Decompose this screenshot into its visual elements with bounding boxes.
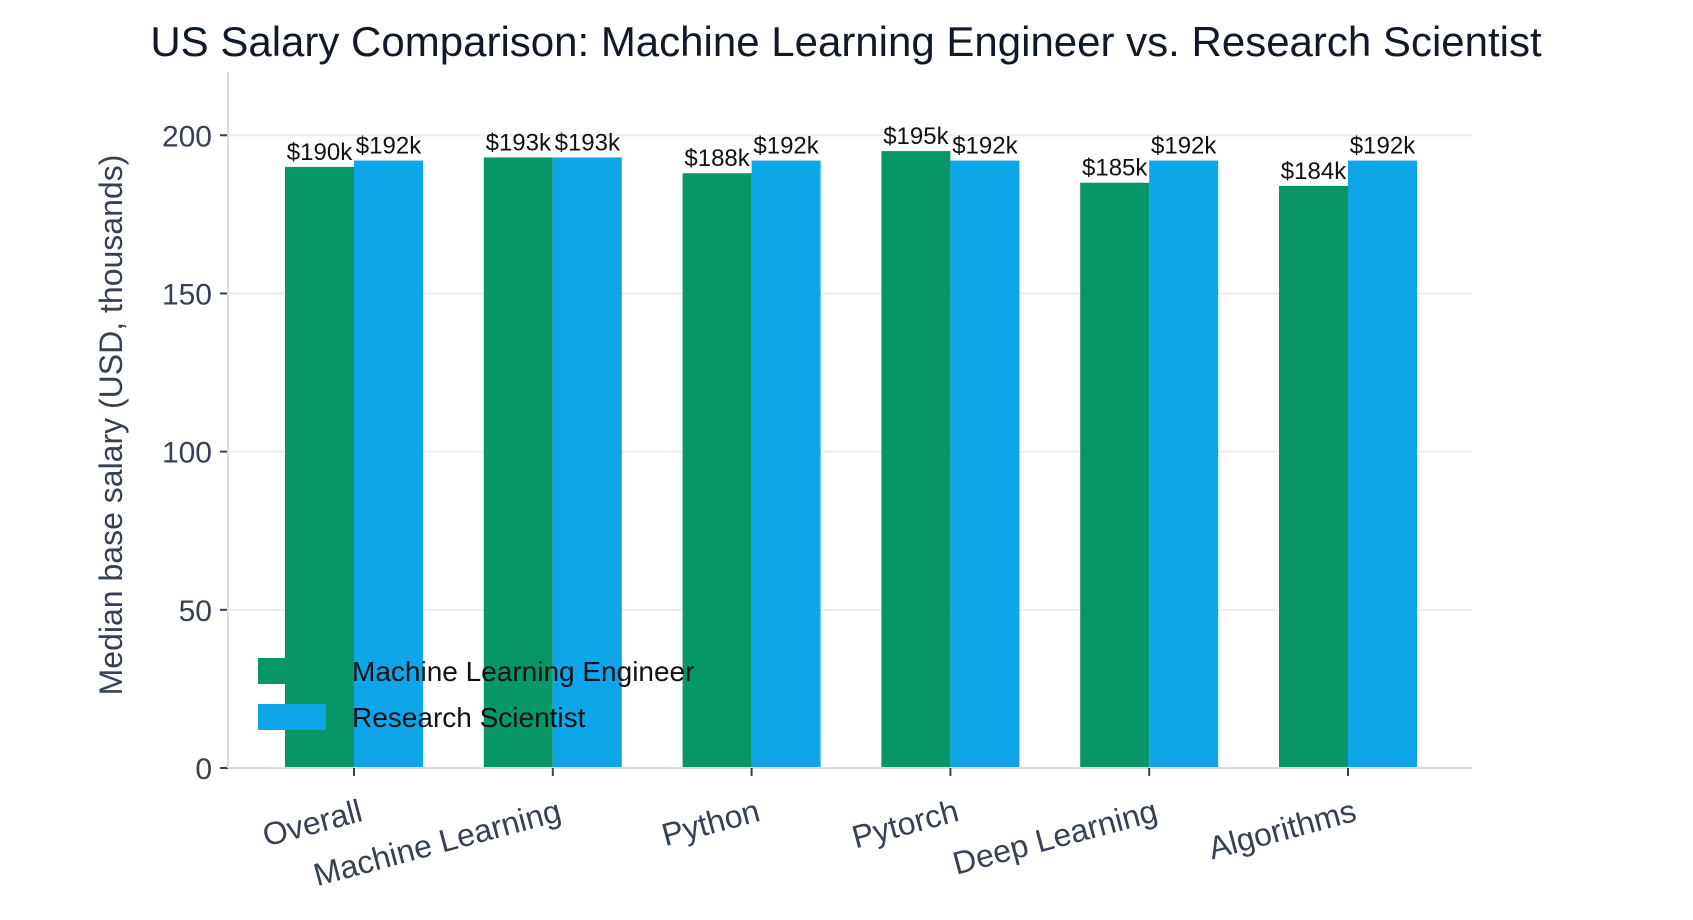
x-tick-label-group: Python [658, 792, 764, 853]
data-label-research-scientist-deep-learning: $192k [1151, 133, 1217, 160]
legend-label-machine-learning-engineer: Machine Learning Engineer [352, 656, 694, 687]
x-tick-label-group: Algorithms [1204, 792, 1359, 866]
data-label-machine-learning-engineer-deep-learning: $185k [1082, 155, 1148, 182]
data-label-machine-learning-engineer-pytorch: $195k [883, 123, 949, 150]
y-tick-label: 0 [195, 753, 212, 786]
y-tick-label: 100 [162, 437, 212, 470]
bar-research-scientist-algorithms [1348, 160, 1417, 769]
bar-machine-learning-engineer-algorithms [1279, 185, 1348, 768]
x-tick-label-group: Pytorch [848, 792, 962, 855]
data-label-machine-learning-engineer-python: $188k [684, 145, 750, 172]
legend-label-research-scientist: Research Scientist [352, 702, 586, 733]
legend: Machine Learning Engineer Research Scien… [258, 656, 694, 733]
y-axis-label: Median base salary (USD, thousands) [93, 155, 129, 696]
bar-machine-learning-engineer-deep-learning [1080, 182, 1150, 768]
x-tick-label-overall: Overall [259, 792, 366, 853]
data-label-research-scientist-python: $192k [753, 133, 819, 160]
data-label-research-scientist-machine-learning: $193k [555, 129, 621, 156]
y-tick-label: 150 [162, 278, 212, 311]
bar-machine-learning-engineer-machine-learning [483, 157, 553, 768]
data-label-machine-learning-engineer-machine-learning: $193k [486, 129, 552, 156]
chart-title: US Salary Comparison: Machine Learning E… [150, 18, 1542, 65]
bar-research-scientist-deep-learning [1149, 160, 1219, 769]
x-tick-label-algorithms: Algorithms [1204, 792, 1359, 866]
x-tick-label-pytorch: Pytorch [848, 792, 962, 855]
x-tick-label-group: Overall [259, 792, 366, 853]
data-label-research-scientist-algorithms: $192k [1350, 133, 1416, 160]
data-labels: $190k $192k $193k $193k$188k $192k $195k $192k… [287, 123, 1416, 185]
legend-swatch-machine-learning-engineer [258, 658, 326, 684]
grid-lines [228, 134, 1472, 611]
y-tick-label: 200 [162, 120, 212, 153]
y-tick-label: 50 [179, 595, 212, 628]
bars [285, 151, 1417, 769]
x-tick-label-deep-learning: Deep Learning [949, 792, 1161, 881]
bar-research-scientist-machine-learning [552, 157, 622, 768]
data-label-machine-learning-engineer-overall: $190k [287, 139, 353, 166]
data-label-machine-learning-engineer-algorithms: $184k [1281, 158, 1347, 185]
legend-swatch-research-scientist [258, 704, 326, 730]
bar-machine-learning-engineer-python [682, 173, 752, 769]
data-label-research-scientist-pytorch: $192k [952, 133, 1018, 160]
bar-research-scientist-overall [354, 160, 423, 769]
x-tick-label-python: Python [658, 792, 764, 853]
x-tick-label-group: Deep Learning [949, 792, 1161, 881]
bar-research-scientist-python [751, 160, 821, 769]
bar-research-scientist-pytorch [950, 160, 1020, 769]
data-label-research-scientist-overall: $192k [356, 133, 422, 160]
bar-machine-learning-engineer-pytorch [881, 151, 951, 768]
